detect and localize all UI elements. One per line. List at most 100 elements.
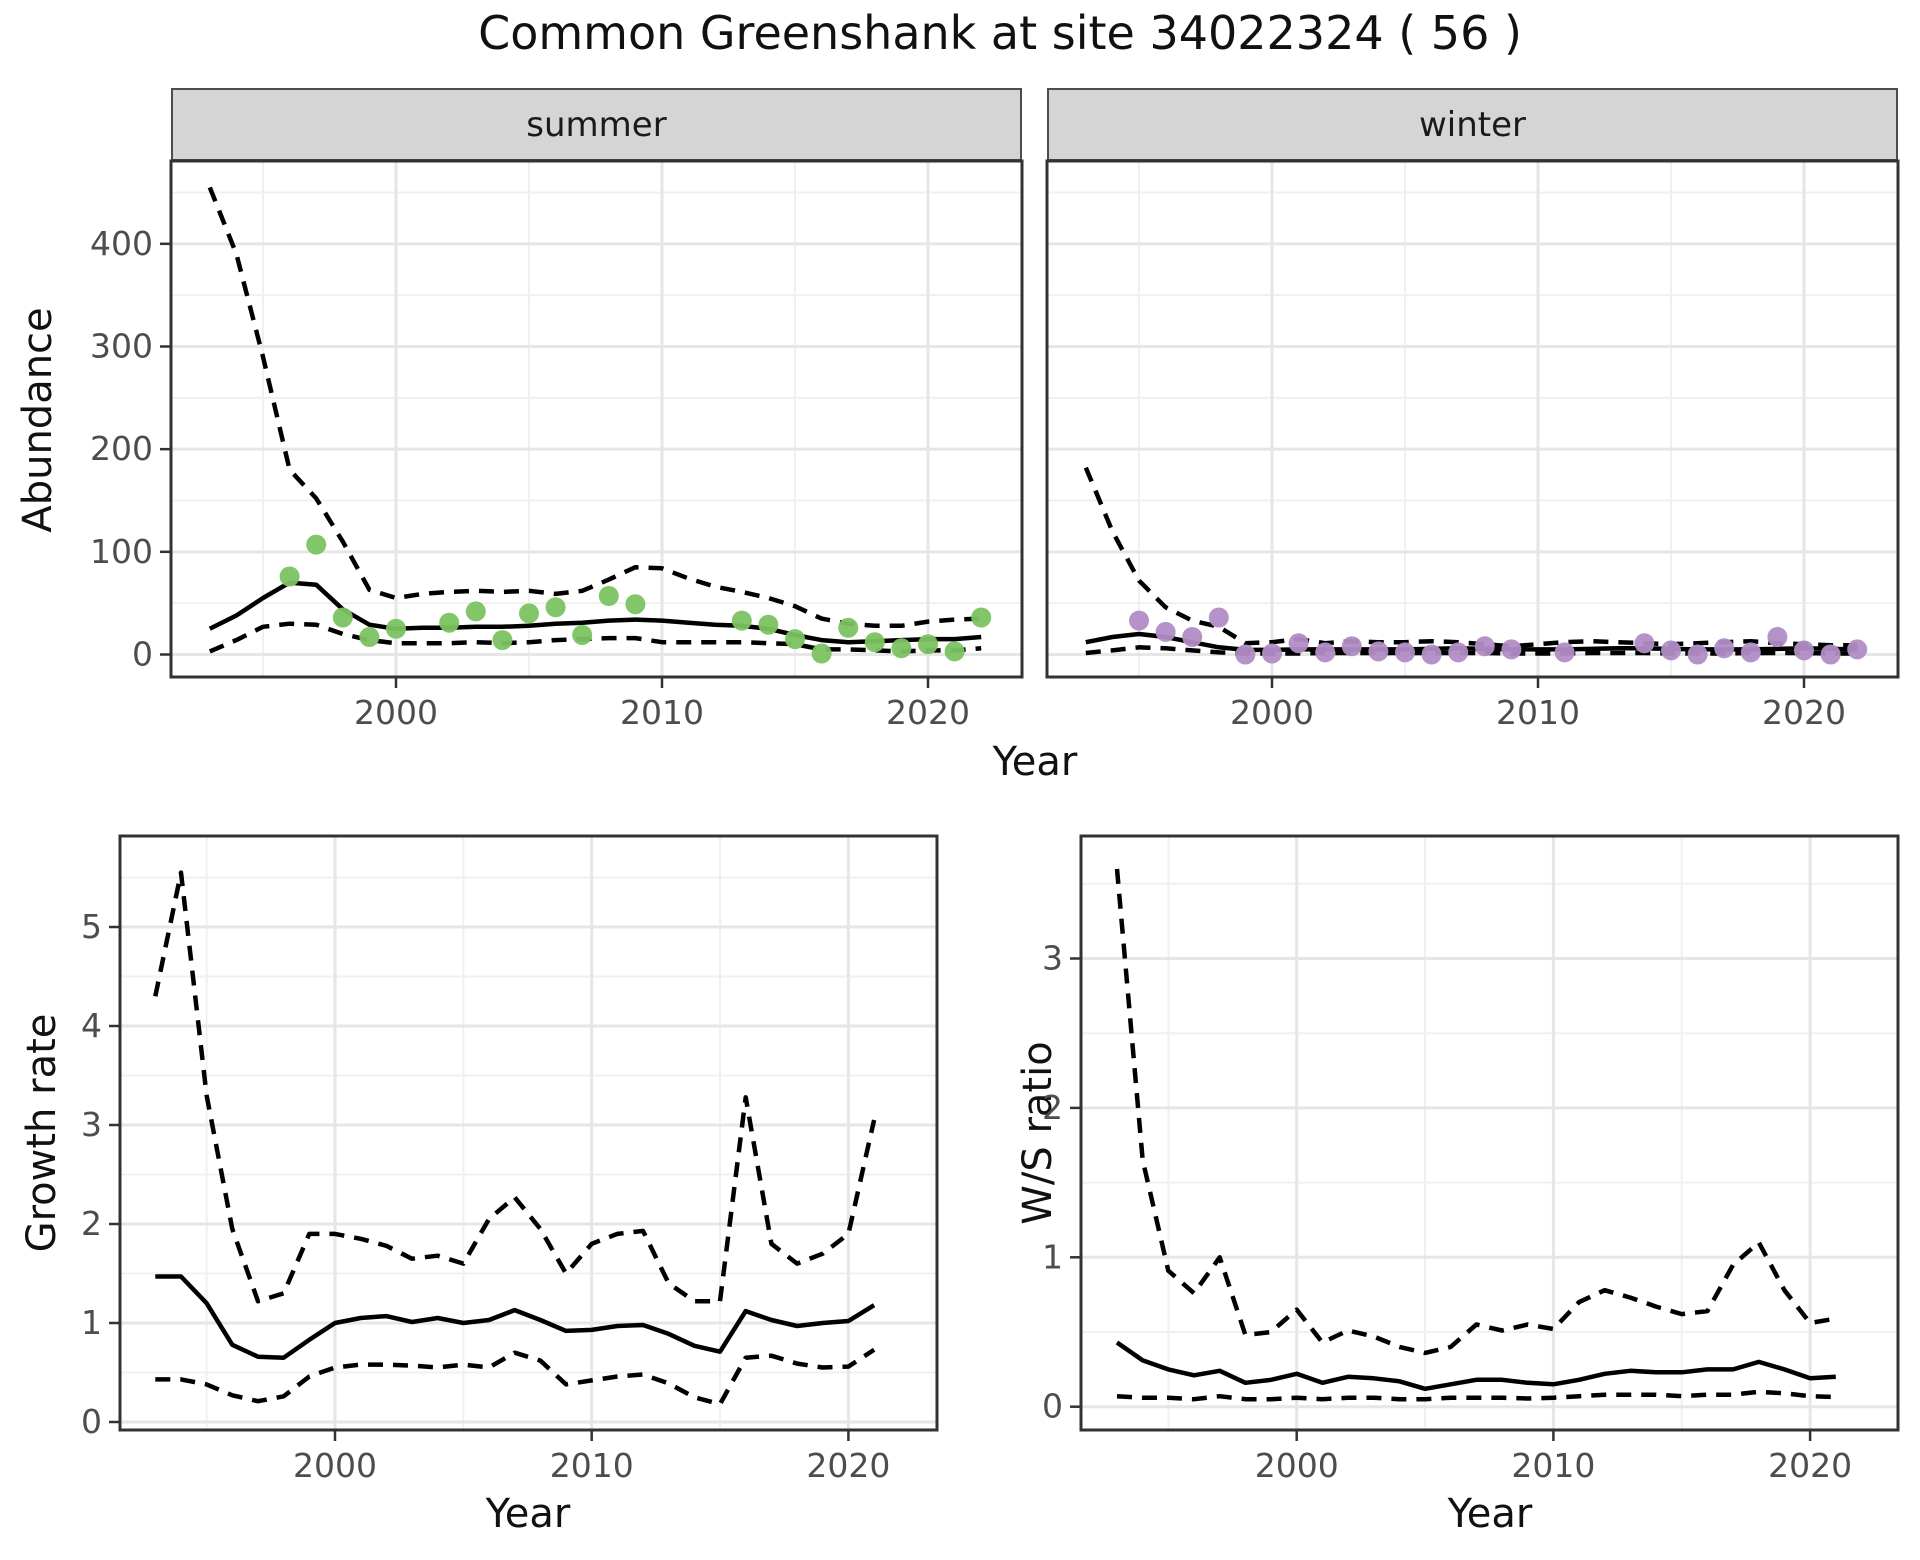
data-point-abundance_summer: [891, 638, 912, 659]
y-tick-label: 1: [81, 1303, 102, 1342]
upper_ci-line: [1083, 466, 1858, 649]
data-point-abundance_summer: [279, 566, 300, 587]
panel-abundance_summer: 2000 2010 2020 0 100 200 300 400: [90, 159, 1024, 732]
facet-strip-summer-label: summer: [526, 104, 667, 145]
lower_ci-line: [1085, 645, 1858, 656]
y-tick-label: 100: [90, 532, 153, 571]
data-point-abundance_winter: [1634, 633, 1655, 654]
data-point-abundance_summer: [572, 625, 593, 645]
fit-line: [1115, 1340, 1836, 1392]
upper_ci-line: [1114, 868, 1837, 1356]
data-point-abundance_winter: [1474, 636, 1495, 657]
x-tick-label: 2000: [1230, 693, 1314, 732]
data-point-abundance_summer: [785, 629, 805, 650]
y-tick-label: 2: [1042, 1088, 1063, 1127]
x-tick-label: 2010: [620, 693, 704, 732]
data-point-abundance_summer: [439, 612, 460, 633]
data-point-abundance_winter: [1714, 638, 1735, 659]
panel-border: [169, 159, 1024, 679]
x-tick-label: 2020: [1768, 1446, 1852, 1485]
lower_ci-line: [1116, 1389, 1836, 1402]
x-tick-label: 2020: [1762, 693, 1846, 732]
data-point-abundance_winter: [1421, 644, 1442, 665]
data-point-abundance_summer: [519, 603, 539, 624]
data-point-abundance_winter: [1740, 642, 1761, 663]
data-point-abundance_summer: [731, 610, 752, 631]
data-point-abundance_summer: [838, 617, 859, 638]
data-point-abundance_winter: [1262, 643, 1282, 664]
x-tick-label: 2020: [886, 693, 970, 732]
data-point-abundance_winter: [1235, 644, 1256, 665]
data-point-abundance_summer: [359, 627, 380, 647]
upper_ci-line: [207, 186, 982, 629]
facet-strip-winter: winter: [1047, 88, 1898, 161]
data-point-abundance_summer: [918, 634, 938, 655]
data-point-abundance_summer: [971, 607, 992, 628]
data-point-abundance_summer: [944, 641, 965, 662]
data-point-abundance_winter: [1288, 633, 1309, 654]
y-tick-label: 0: [81, 1402, 102, 1441]
x-tick-label: 2010: [550, 1446, 634, 1485]
y-tick-label: 400: [90, 224, 153, 263]
data-point-abundance_winter: [1847, 639, 1868, 660]
facet-strip-winter-label: winter: [1418, 104, 1527, 145]
data-point-abundance_winter: [1182, 627, 1203, 647]
y-tick-label: 4: [81, 1006, 102, 1045]
data-point-abundance_winter: [1448, 642, 1469, 663]
data-point-abundance_winter: [1129, 610, 1149, 631]
panel-border: [1045, 159, 1900, 679]
data-point-abundance_winter: [1341, 636, 1362, 657]
panel-border: [1079, 834, 1900, 1432]
y-tick-label: 200: [90, 429, 153, 468]
y-tick-label: 0: [1042, 1387, 1063, 1426]
fit-line: [155, 1274, 876, 1360]
y-tick-label: 2: [81, 1204, 102, 1243]
data-point-abundance_summer: [465, 601, 486, 622]
x-tick-label: 2020: [806, 1446, 890, 1485]
panel-growth_rate: 2000 2010 2020 0 1 2 3 4 5: [81, 834, 939, 1485]
data-point-abundance_summer: [811, 643, 832, 664]
y-tick-label: 300: [90, 326, 153, 365]
lower_ci-line: [208, 621, 982, 654]
panel-ws_ratio: 2000 2010 2020 0 1 2 3: [1042, 834, 1900, 1485]
data-point-abundance_winter: [1368, 641, 1389, 662]
y-tick-label: 3: [1042, 939, 1063, 978]
x-tick-label: 2010: [1496, 693, 1580, 732]
x-tick-label: 2000: [354, 693, 438, 732]
data-point-abundance_winter: [1315, 642, 1336, 663]
x-tick-label: 2000: [1255, 1446, 1339, 1485]
data-point-abundance_winter: [1155, 621, 1176, 642]
data-point-abundance_winter: [1661, 640, 1681, 661]
data-point-abundance_summer: [758, 614, 779, 635]
x-tick-label: 2010: [1511, 1446, 1595, 1485]
data-point-abundance_winter: [1687, 644, 1708, 665]
data-point-abundance_winter: [1794, 640, 1814, 661]
panel-abundance_winter: 2000 2010 2020: [1045, 159, 1900, 732]
y-tick-label: 5: [81, 907, 102, 946]
data-point-abundance_summer: [386, 618, 406, 639]
data-point-abundance_winter: [1554, 642, 1575, 663]
y-tick-label: 1: [1042, 1237, 1063, 1276]
y-tick-label: 0: [132, 635, 153, 674]
data-point-abundance_summer: [625, 594, 646, 615]
data-point-abundance_winter: [1820, 644, 1841, 665]
data-point-abundance_winter: [1767, 627, 1788, 647]
chart-title: Common Greenshank at site 34022324 ( 56 …: [478, 6, 1522, 60]
data-point-abundance_summer: [598, 586, 619, 606]
panel-border: [118, 834, 939, 1432]
data-point-abundance_summer: [864, 632, 885, 653]
fit-line: [208, 580, 982, 645]
facet-strip-summer: summer: [171, 88, 1022, 161]
lower_ci-line: [155, 1347, 876, 1407]
data-point-abundance_summer: [545, 597, 566, 618]
data-point-abundance_summer: [332, 607, 353, 628]
x-tick-label: 2000: [293, 1446, 377, 1485]
data-point-abundance_summer: [306, 534, 327, 555]
data-point-abundance_winter: [1208, 607, 1229, 628]
x-axis-title-year-top: Year: [992, 739, 1078, 785]
data-point-abundance_winter: [1501, 639, 1522, 660]
data-point-abundance_winter: [1395, 642, 1415, 663]
x-axis-title-year-ws: Year: [1447, 1491, 1533, 1537]
